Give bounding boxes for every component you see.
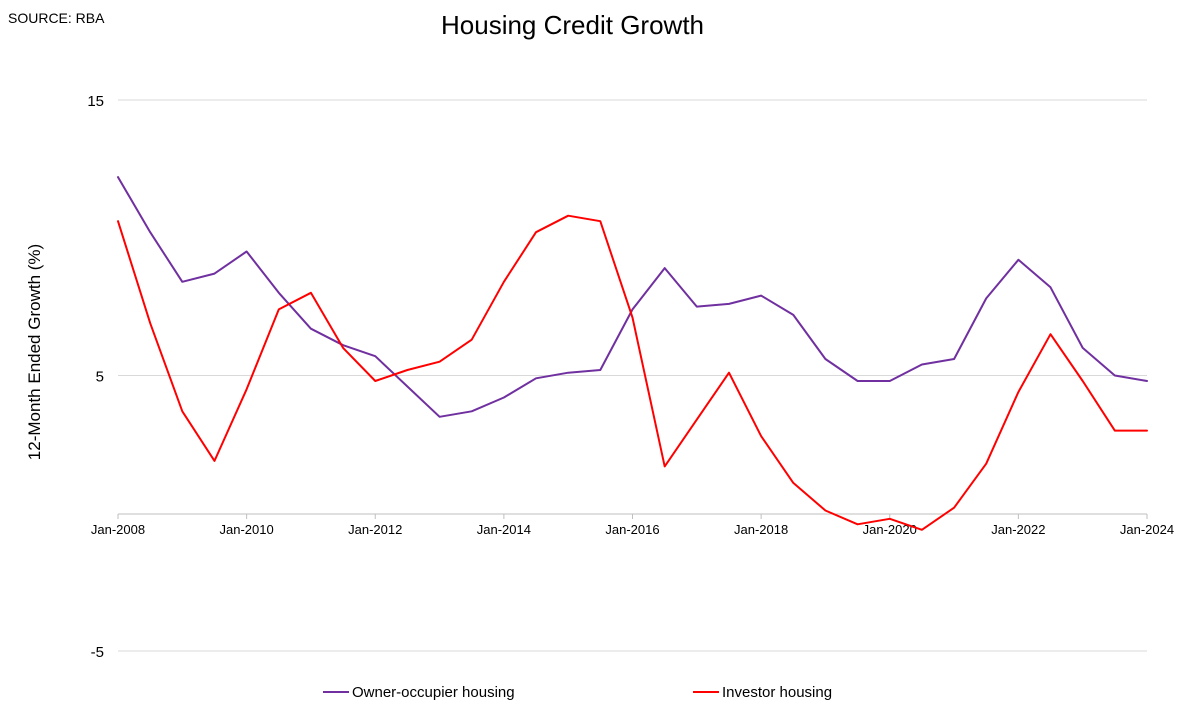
legend-label: Investor housing — [722, 684, 832, 701]
x-tick-label: Jan-2024 — [1120, 522, 1174, 537]
x-tick-label: Jan-2008 — [91, 522, 145, 537]
source-note: SOURCE: RBA — [8, 10, 105, 26]
x-tick-label: Jan-2012 — [348, 522, 402, 537]
x-axis: Jan-2008 Jan-2010 Jan-2012 Jan-2014 Jan-2016… — [91, 513, 1174, 537]
y-tick-label: -5 — [91, 644, 104, 661]
series-lines — [117, 176, 1148, 531]
x-tick-label: Jan-2022 — [991, 522, 1045, 537]
series-line-investor — [117, 214, 1148, 531]
x-tick-label: Jan-2014 — [477, 522, 531, 537]
x-tick-label: Jan-2020 — [863, 522, 917, 537]
y-axis-ticks: 15 5 -5 — [87, 93, 104, 661]
y-tick-label: 15 — [87, 93, 104, 110]
legend: Owner-occupier housing Investor housing — [323, 684, 832, 701]
x-tick-label: Jan-2016 — [605, 522, 659, 537]
y-axis-label: 12-Month Ended Growth (%) — [25, 244, 44, 460]
legend-label: Owner-occupier housing — [352, 684, 515, 701]
chart-title: Housing Credit Growth — [441, 10, 704, 40]
x-tick-label: Jan-2010 — [220, 522, 274, 537]
gridlines — [118, 99, 1147, 652]
x-tick-label: Jan-2018 — [734, 522, 788, 537]
y-tick-label: 5 — [96, 369, 104, 386]
series-line-owner-occupier — [117, 176, 1148, 418]
